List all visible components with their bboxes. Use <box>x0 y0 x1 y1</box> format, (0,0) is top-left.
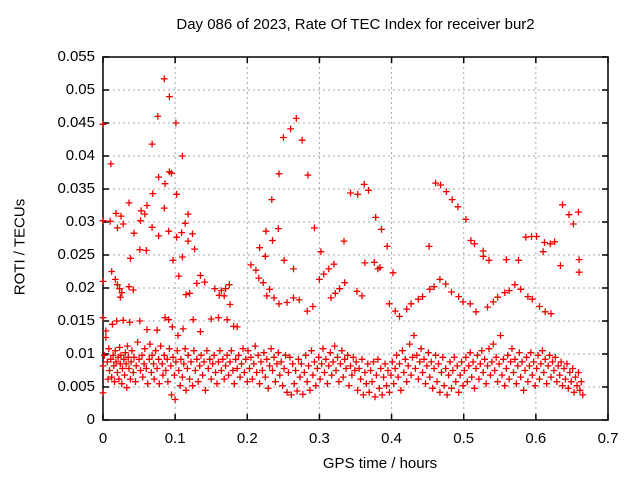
x-tick-label: 0.2 <box>236 430 258 447</box>
y-tick-label: 0.05 <box>65 81 95 98</box>
y-tick-label: 0.035 <box>57 180 95 197</box>
x-tick-label: 0.3 <box>308 430 330 447</box>
chart-title: Day 086 of 2023, Rate Of TEC Index for r… <box>176 16 535 33</box>
y-tick-label: 0.01 <box>65 345 95 362</box>
y-tick-label: 0.03 <box>65 213 95 230</box>
y-tick-label: 0.055 <box>57 48 95 65</box>
x-tick-label: 0.6 <box>525 430 547 447</box>
y-tick-label: 0.02 <box>65 279 95 296</box>
x-tick-label: 0.1 <box>164 430 186 447</box>
x-tick-label: 0.7 <box>597 430 619 447</box>
y-tick-label: 0.015 <box>57 312 95 329</box>
y-tick-label: 0.04 <box>65 147 95 164</box>
y-tick-label: 0.005 <box>57 378 95 395</box>
x-tick-label: 0 <box>98 430 108 447</box>
y-tick-label: 0.025 <box>57 246 95 263</box>
x-axis-label: GPS time / hours <box>322 455 438 472</box>
x-tick-label: 0.5 <box>453 430 475 447</box>
axis-ticks <box>102 56 609 421</box>
x-tick-label: 0.4 <box>381 430 402 447</box>
y-tick-label: 0.045 <box>57 114 95 131</box>
plot-border <box>102 56 609 421</box>
y-tick-label: 0 <box>86 411 95 428</box>
scatter-points <box>99 75 587 403</box>
